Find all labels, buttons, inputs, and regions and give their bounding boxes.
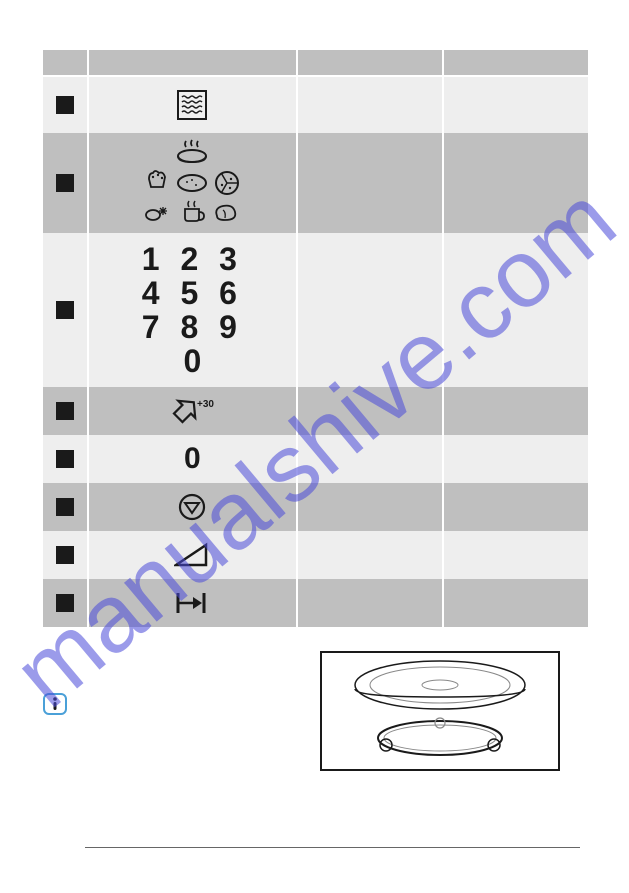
bullet-icon — [56, 546, 74, 564]
svg-text:+30: +30 — [197, 399, 214, 410]
bullet-icon — [56, 594, 74, 612]
footer-divider — [85, 847, 580, 848]
table-row — [43, 77, 588, 133]
info-icon — [43, 693, 67, 715]
numpad-row: 7 8 9 — [142, 310, 243, 344]
table-header — [43, 50, 588, 75]
bullet-icon — [56, 301, 74, 319]
zero-icon: 0 — [184, 442, 201, 476]
bullet-icon — [56, 402, 74, 420]
turntable-illustration — [320, 651, 560, 771]
numpad-row: 0 — [142, 344, 243, 378]
table-row: 0 — [43, 435, 588, 483]
bullet-icon — [56, 498, 74, 516]
plus30-icon: +30 — [170, 395, 214, 427]
table-row — [43, 133, 588, 233]
start-triangle-icon — [174, 541, 210, 569]
bullet-icon — [56, 174, 74, 192]
function-table: 1 2 3 4 5 6 7 8 9 0 +30 0 — [43, 50, 588, 627]
stop-icon — [177, 492, 207, 522]
table-row — [43, 531, 588, 579]
numpad-row: 1 2 3 — [142, 242, 243, 276]
table-row — [43, 483, 588, 531]
food-icons-group — [127, 138, 257, 228]
table-row — [43, 579, 588, 627]
door-open-icon — [174, 589, 210, 617]
numpad-icon: 1 2 3 4 5 6 7 8 9 0 — [142, 242, 243, 378]
bullet-icon — [56, 450, 74, 468]
table-row: 1 2 3 4 5 6 7 8 9 0 — [43, 233, 588, 387]
bullet-icon — [56, 96, 74, 114]
grill-icon — [174, 87, 210, 123]
numpad-row: 4 5 6 — [142, 276, 243, 310]
table-row: +30 — [43, 387, 588, 435]
